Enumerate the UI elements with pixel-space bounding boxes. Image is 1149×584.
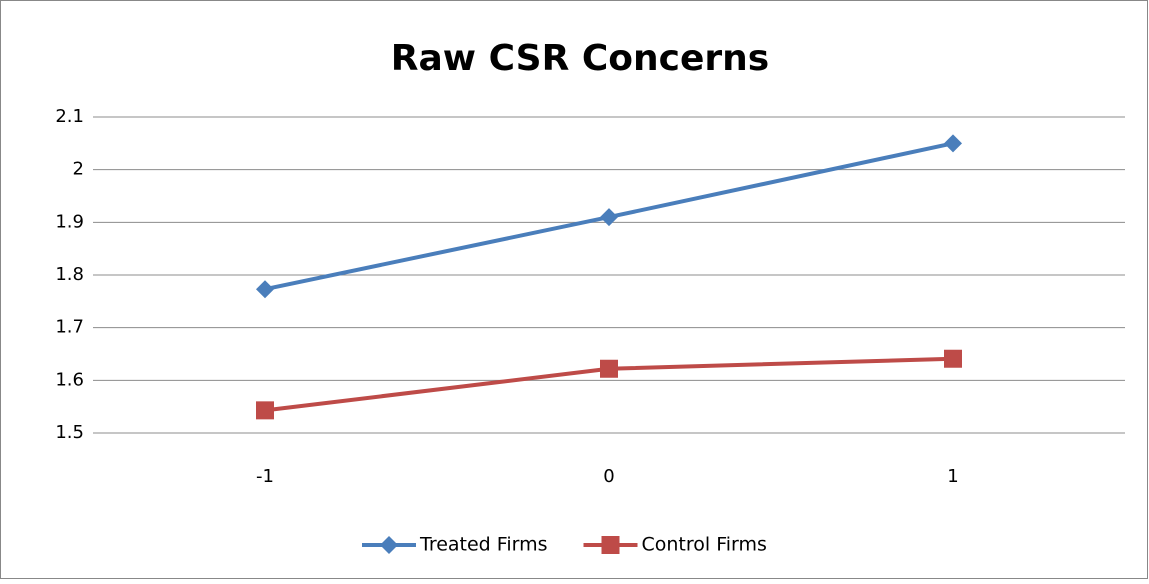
y-tick-label: 1.9	[55, 211, 84, 232]
marker	[256, 280, 274, 299]
y-tick-label: 1.5	[55, 422, 84, 443]
marker	[256, 401, 274, 420]
y-tick-label: 2.1	[55, 106, 84, 127]
legend-label: Control Firms	[642, 534, 767, 556]
marker	[600, 359, 618, 378]
x-tick-label: 1	[947, 466, 958, 487]
y-tick-label: 1.7	[55, 317, 84, 338]
y-tick-label: 1.8	[55, 264, 84, 285]
marker	[944, 134, 962, 153]
y-tick-label: 1.6	[55, 369, 84, 390]
legend-marker	[380, 536, 398, 554]
legend-marker	[601, 536, 620, 554]
legend-label: Treated Firms	[419, 534, 548, 556]
chart-title: Raw CSR Concerns	[391, 38, 769, 79]
x-tick-label: -1	[256, 466, 274, 487]
marker	[600, 208, 618, 227]
x-tick-label: 0	[603, 466, 614, 487]
marker	[944, 349, 962, 368]
y-tick-label: 2	[73, 159, 84, 180]
